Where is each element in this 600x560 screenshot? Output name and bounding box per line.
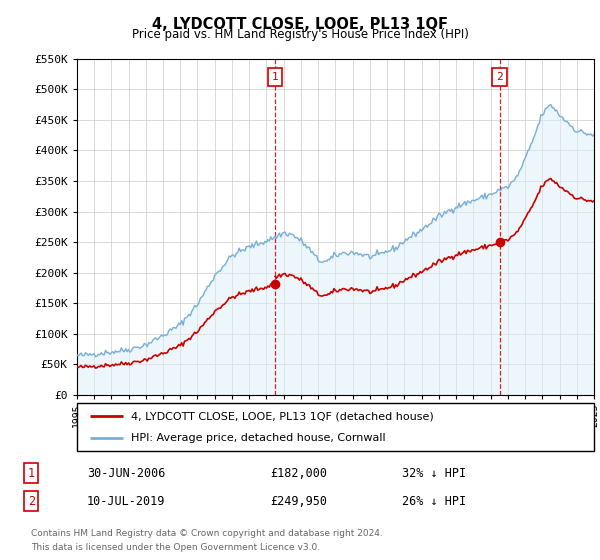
Text: HPI: Average price, detached house, Cornwall: HPI: Average price, detached house, Corn… [131, 433, 386, 443]
Text: This data is licensed under the Open Government Licence v3.0.: This data is licensed under the Open Gov… [31, 543, 320, 552]
Text: 1: 1 [272, 72, 278, 82]
Text: 30-JUN-2006: 30-JUN-2006 [87, 466, 166, 480]
Text: 32% ↓ HPI: 32% ↓ HPI [402, 466, 466, 480]
Text: 10-JUL-2019: 10-JUL-2019 [87, 494, 166, 508]
Text: 4, LYDCOTT CLOSE, LOOE, PL13 1QF: 4, LYDCOTT CLOSE, LOOE, PL13 1QF [152, 17, 448, 32]
Text: 1: 1 [28, 466, 35, 480]
Text: Price paid vs. HM Land Registry's House Price Index (HPI): Price paid vs. HM Land Registry's House … [131, 28, 469, 41]
Text: 4, LYDCOTT CLOSE, LOOE, PL13 1QF (detached house): 4, LYDCOTT CLOSE, LOOE, PL13 1QF (detach… [131, 411, 434, 421]
Text: 26% ↓ HPI: 26% ↓ HPI [402, 494, 466, 508]
FancyBboxPatch shape [77, 403, 594, 451]
Text: 2: 2 [28, 494, 35, 508]
Text: £182,000: £182,000 [270, 466, 327, 480]
Text: Contains HM Land Registry data © Crown copyright and database right 2024.: Contains HM Land Registry data © Crown c… [31, 529, 383, 538]
Text: £249,950: £249,950 [270, 494, 327, 508]
Text: 2: 2 [496, 72, 503, 82]
